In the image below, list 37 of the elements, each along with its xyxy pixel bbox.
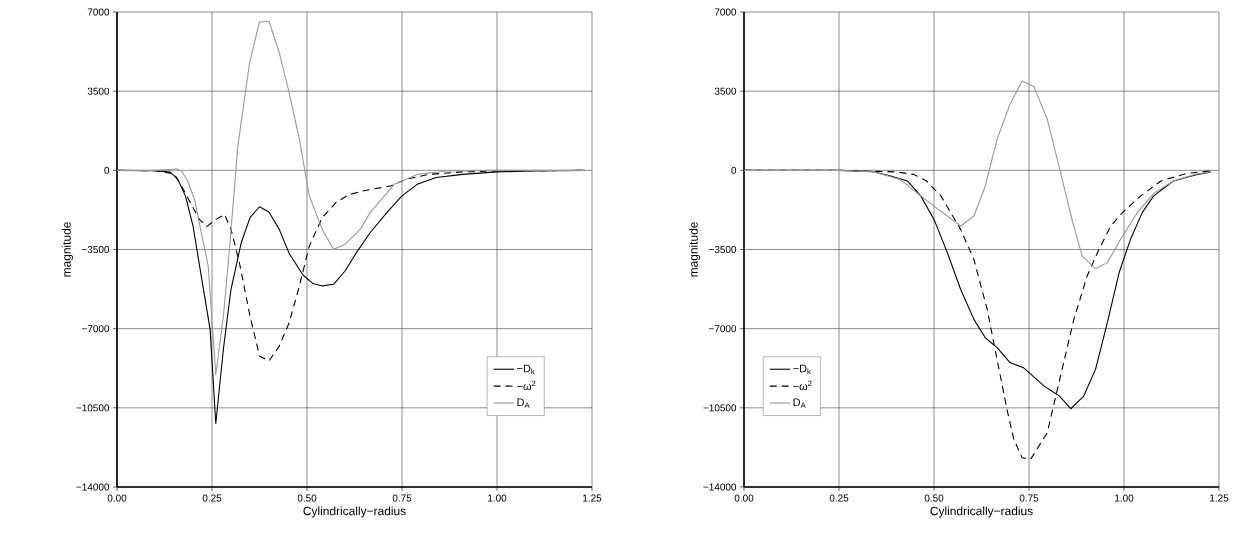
- y-tick-label: −3500: [708, 245, 737, 254]
- legend-label: −D$_{k}$: [793, 364, 811, 375]
- y-tick-label: 0: [104, 166, 110, 174]
- x-axis-title: Cylindrically−radius: [930, 506, 1033, 518]
- x-tick-label: 0.25: [202, 494, 222, 502]
- x-tick-label: 1.00: [1115, 494, 1134, 502]
- y-tick-label: −7000: [708, 325, 737, 333]
- y-tick-label: −14000: [703, 483, 737, 491]
- x-tick-label: 0.75: [1019, 494, 1039, 502]
- y-tick-label: 7000: [714, 8, 737, 16]
- legend-label: −D$_{k}$: [517, 364, 535, 375]
- x-tick-label: 0.25: [829, 494, 849, 502]
- x-tick-label: 0.75: [392, 494, 412, 502]
- y-tick-label: −3500: [81, 245, 110, 254]
- y-tick-label: −10500: [76, 404, 110, 412]
- legend-label: −ω$^{2}$: [517, 380, 536, 391]
- y-tick-label: 3500: [714, 87, 737, 95]
- line-series: [117, 20, 585, 375]
- x-tick-label: 0.00: [734, 494, 754, 502]
- x-tick-label: 1.00: [488, 494, 507, 502]
- x-tick-label: 0.50: [297, 494, 317, 502]
- y-axis-title: magnitude: [688, 222, 701, 277]
- x-tick-label: 0.00: [107, 494, 127, 502]
- y-tick-label: −10500: [703, 404, 737, 412]
- y-tick-label: 3500: [87, 87, 110, 95]
- legend-label: D$_{A}$: [517, 398, 530, 408]
- x-axis-title: Cylindrically−radius: [303, 506, 406, 518]
- x-tick-label: 1.25: [583, 494, 602, 502]
- x-tick-label: 1.25: [1210, 494, 1229, 502]
- legend-label: D$_{A}$: [793, 398, 806, 408]
- y-tick-label: 0: [731, 166, 737, 174]
- y-tick-label: 7000: [87, 8, 110, 16]
- y-tick-label: −14000: [76, 483, 110, 491]
- y-tick-label: −7000: [81, 325, 110, 333]
- legend-label: −ω$^{2}$: [793, 380, 812, 391]
- y-axis-title: magnitude: [61, 222, 74, 277]
- x-tick-label: 0.50: [924, 494, 944, 502]
